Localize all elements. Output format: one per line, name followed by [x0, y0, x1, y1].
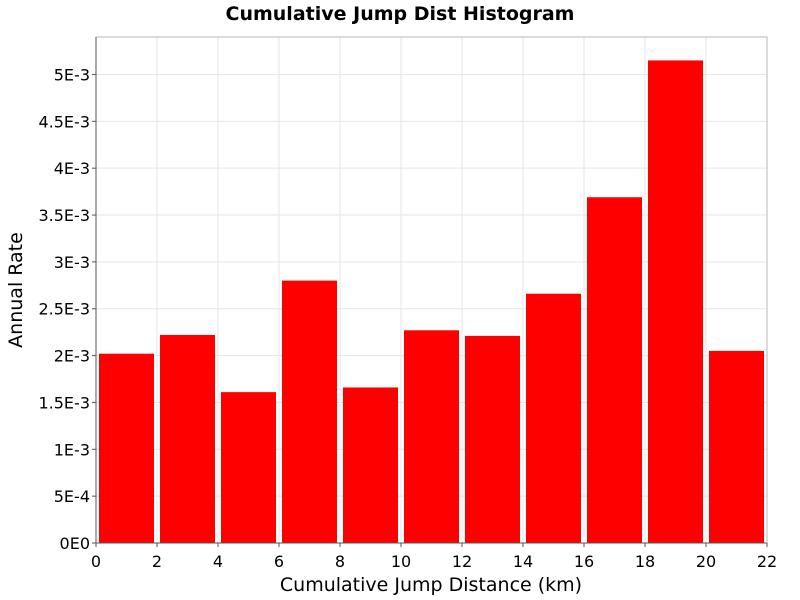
x-axis-label: Cumulative Jump Distance (km)	[280, 574, 582, 596]
x-tick-label: 8	[335, 552, 345, 571]
y-axis-label: Annual Rate	[5, 232, 27, 348]
bar-1	[160, 334, 215, 543]
x-tick-label: 2	[152, 552, 162, 571]
bar-4	[343, 387, 398, 543]
x-tick-label: 22	[757, 552, 777, 571]
bar-5	[404, 330, 459, 543]
x-tick-label: 18	[635, 552, 655, 571]
x-tick-label: 16	[574, 552, 594, 571]
x-tick-label: 10	[391, 552, 411, 571]
x-tick-label: 6	[274, 552, 284, 571]
y-tick-label: 2.5E-3	[38, 300, 90, 319]
x-tick-label: 14	[513, 552, 533, 571]
x-tick-label: 4	[213, 552, 223, 571]
x-axis-ticks: 0 2 4 6 8 10 12 14 16 18 20 22	[91, 543, 777, 571]
x-tick-label: 0	[91, 552, 101, 571]
bar-10	[709, 350, 764, 543]
chart-title: Cumulative Jump Dist Histogram	[226, 3, 575, 25]
bars	[99, 60, 764, 543]
y-tick-label: 3E-3	[54, 253, 90, 272]
x-tick-label: 12	[452, 552, 472, 571]
bar-0	[99, 353, 154, 543]
bar-2	[221, 392, 276, 543]
bar-7	[526, 293, 581, 543]
y-tick-label: 2E-3	[54, 347, 90, 366]
x-tick-label: 20	[696, 552, 716, 571]
bar-3	[282, 280, 337, 543]
bar-6	[465, 335, 520, 543]
y-tick-label: 1E-3	[54, 440, 90, 459]
y-tick-label: 1.5E-3	[38, 393, 90, 412]
y-tick-label: 4.5E-3	[38, 112, 90, 131]
bar-9	[648, 60, 703, 543]
y-tick-label: 5E-4	[54, 487, 90, 506]
y-tick-label: 5E-3	[54, 65, 90, 84]
y-tick-label: 4E-3	[54, 159, 90, 178]
y-tick-label: 3.5E-3	[38, 206, 90, 225]
y-tick-label: 0E0	[60, 534, 90, 553]
bar-8	[587, 197, 642, 543]
y-axis-ticks: 0E0 5E-4 1E-3 1.5E-3 2E-3 2.5E-3 3E-3 3.5E-3 4E-…	[38, 65, 96, 553]
